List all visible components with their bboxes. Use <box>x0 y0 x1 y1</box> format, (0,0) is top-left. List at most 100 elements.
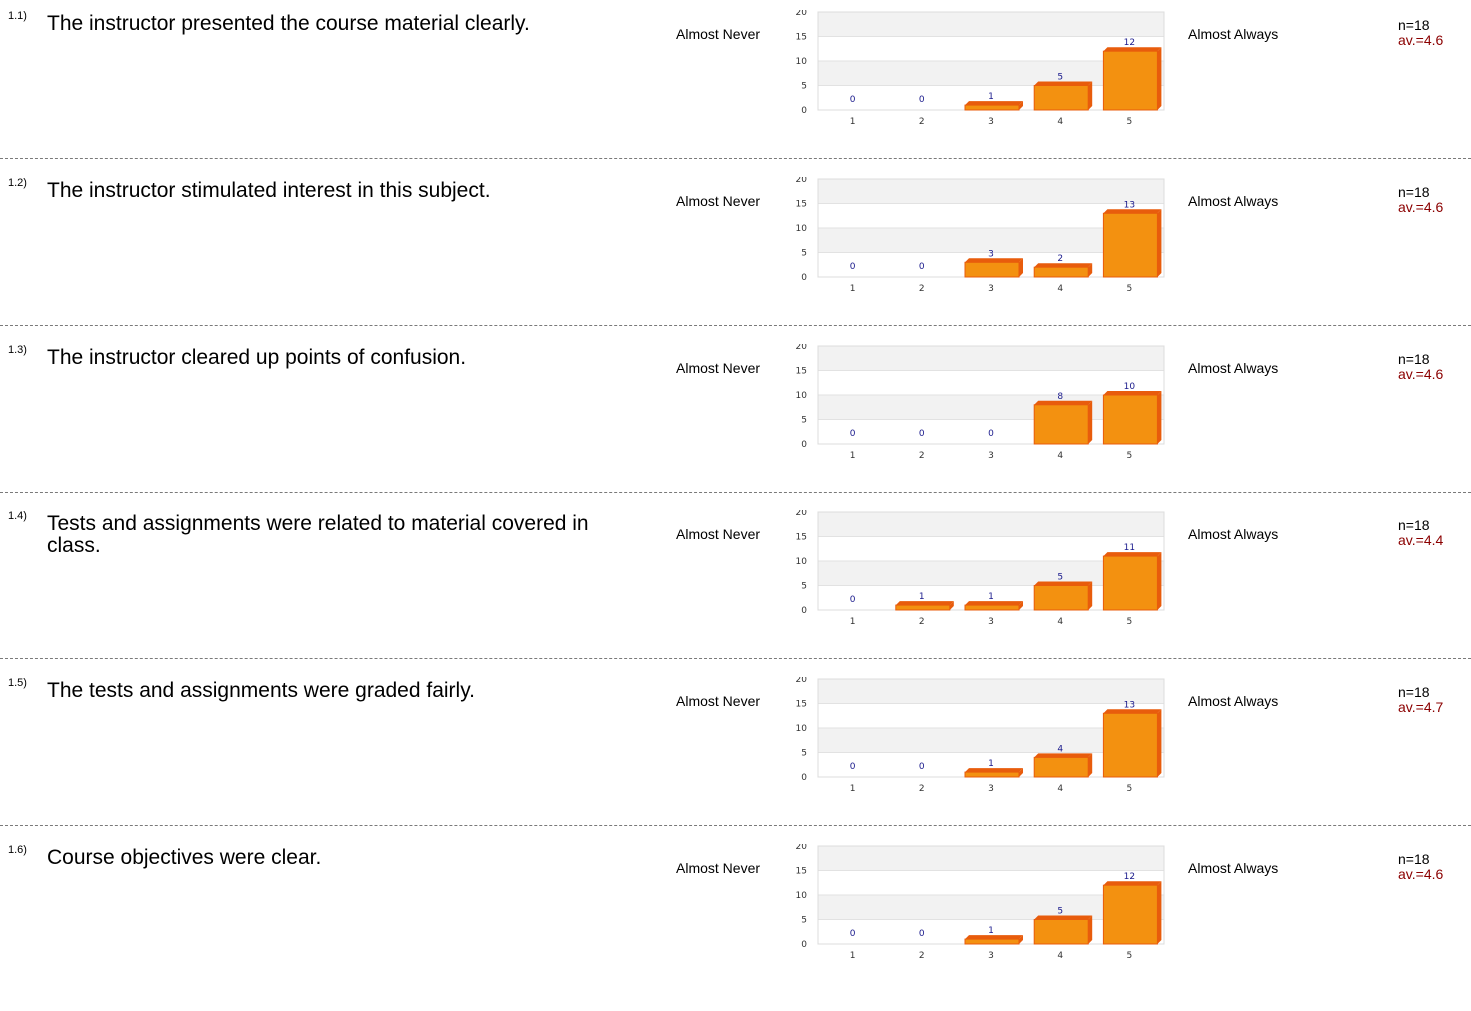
bar-side <box>1088 81 1093 110</box>
x-tick-label: 1 <box>850 617 856 627</box>
response-count: n=18 <box>1398 851 1430 867</box>
bar-top <box>1103 709 1162 714</box>
y-tick-label: 10 <box>796 57 808 67</box>
x-tick-label: 1 <box>850 784 856 794</box>
grid-band <box>818 370 1164 395</box>
response-count: n=18 <box>1398 17 1430 33</box>
dashed-divider <box>0 825 1471 826</box>
bar <box>964 938 1020 945</box>
bar-value-label: 0 <box>850 595 856 605</box>
y-tick-label: 0 <box>801 440 807 450</box>
x-tick-label: 3 <box>988 117 994 127</box>
bar-top <box>965 101 1023 106</box>
y-tick-label: 5 <box>801 82 807 92</box>
grid-band <box>818 679 1164 704</box>
bar-value-label: 0 <box>919 429 925 439</box>
bar-value-label: 3 <box>988 249 994 259</box>
bar-value-label: 0 <box>850 929 856 939</box>
bar-value-label: 0 <box>850 262 856 272</box>
bar-value-label: 0 <box>850 95 856 105</box>
bar-value-label: 0 <box>988 429 994 439</box>
bar-side <box>1157 209 1162 277</box>
bar-value-label: 5 <box>1057 73 1063 83</box>
scale-right-label: Almost Always <box>1188 360 1279 376</box>
average-score: av.=4.6 <box>1398 199 1444 215</box>
x-tick-label: 1 <box>850 117 856 127</box>
y-tick-label: 10 <box>796 557 808 567</box>
bar-top <box>1103 881 1162 886</box>
y-tick-label: 5 <box>801 916 807 926</box>
question-item: 1.6) Course objectives were clear. Almos… <box>0 844 1471 1011</box>
bar-value-label: 1 <box>988 759 994 769</box>
grid-band <box>818 846 1164 871</box>
x-tick-label: 3 <box>988 284 994 294</box>
bar-value-label: 12 <box>1124 872 1135 882</box>
bar-top <box>1034 263 1093 268</box>
dashed-divider <box>0 492 1471 493</box>
bar <box>964 604 1020 611</box>
bar-top <box>965 601 1023 606</box>
dashed-divider <box>0 658 1471 659</box>
bar-top <box>1034 81 1093 86</box>
question-text: The instructor stimulated interest in th… <box>47 179 491 202</box>
scale-right-label: Almost Always <box>1188 693 1279 709</box>
y-tick-label: 10 <box>796 724 808 734</box>
y-tick-label: 15 <box>796 367 807 377</box>
plot-frame <box>817 345 1165 445</box>
bar-top <box>1103 209 1162 214</box>
response-count: n=18 <box>1398 184 1430 200</box>
bar-value-label: 0 <box>919 262 925 272</box>
y-tick-label: 10 <box>796 891 808 901</box>
average-score: av.=4.6 <box>1398 366 1444 382</box>
dashed-divider <box>0 325 1471 326</box>
bar <box>964 771 1020 778</box>
x-tick-label: 1 <box>850 451 856 461</box>
average-score: av.=4.7 <box>1398 699 1444 715</box>
question-number: 1.5) <box>8 677 27 689</box>
average-score: av.=4.4 <box>1398 532 1444 548</box>
bar-side <box>949 601 954 610</box>
y-tick-label: 0 <box>801 606 807 616</box>
y-tick-label: 0 <box>801 106 807 116</box>
bar-top <box>1034 915 1093 920</box>
question-item: 1.3) The instructor cleared up points of… <box>0 344 1471 511</box>
y-tick-label: 0 <box>801 940 807 950</box>
response-count: n=18 <box>1398 351 1430 367</box>
bar-value-label: 1 <box>988 592 994 602</box>
y-tick-label: 0 <box>801 773 807 783</box>
scale-right-label: Almost Always <box>1188 26 1279 42</box>
bar-top <box>965 768 1023 773</box>
y-tick-label: 5 <box>801 249 807 259</box>
question-number: 1.1) <box>8 10 27 22</box>
bar-top <box>1034 400 1093 405</box>
y-tick-label: 20 <box>796 510 808 518</box>
bar-value-label: 1 <box>988 92 994 102</box>
bar-side <box>1088 263 1093 277</box>
question-item: 1.5) The tests and assignments were grad… <box>0 677 1471 844</box>
bar-top <box>965 258 1023 263</box>
bar-side <box>1157 709 1162 777</box>
bar-value-label: 10 <box>1124 382 1136 392</box>
question-number: 1.3) <box>8 344 27 356</box>
question-text: Course objectives were clear. <box>47 846 322 869</box>
bar-value-label: 13 <box>1124 200 1135 210</box>
x-tick-label: 2 <box>919 951 925 961</box>
scale-left-label: Almost Never <box>676 693 761 709</box>
y-tick-label: 20 <box>796 844 808 852</box>
question-number: 1.4) <box>8 510 27 522</box>
bar-top <box>1103 47 1162 52</box>
scale-left-label: Almost Never <box>676 26 761 42</box>
x-tick-label: 5 <box>1127 784 1133 794</box>
x-tick-label: 5 <box>1127 117 1133 127</box>
x-tick-label: 2 <box>919 617 925 627</box>
question-item: 1.1) The instructor presented the course… <box>0 10 1471 177</box>
x-tick-label: 4 <box>1057 784 1063 794</box>
grid-band <box>818 346 1164 371</box>
bar-value-label: 0 <box>919 929 925 939</box>
y-tick-label: 15 <box>796 33 807 43</box>
bar-value-label: 1 <box>988 926 994 936</box>
